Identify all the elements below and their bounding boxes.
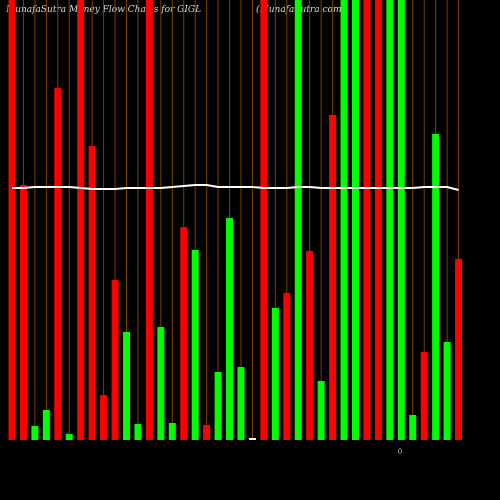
bar — [157, 327, 165, 440]
bar — [123, 332, 130, 440]
bar — [203, 425, 211, 440]
bar — [329, 115, 337, 440]
bar — [306, 251, 314, 440]
bar — [100, 395, 108, 440]
bar — [88, 146, 96, 440]
chart-title: MunafaSutra Money Flow Charts for GIGL — [5, 5, 201, 15]
bar — [317, 381, 325, 440]
bar — [340, 0, 348, 440]
bar — [248, 438, 256, 440]
bar — [54, 88, 62, 440]
bar — [226, 218, 234, 440]
bar — [214, 372, 222, 440]
bar — [352, 0, 359, 440]
bar — [42, 410, 50, 440]
bar — [420, 352, 428, 440]
bar — [271, 308, 279, 440]
bar — [455, 259, 463, 440]
bar — [8, 0, 16, 440]
bar — [443, 342, 451, 440]
bar — [397, 0, 405, 440]
bar — [386, 0, 394, 440]
bar — [363, 0, 371, 440]
bar — [237, 367, 245, 440]
bar — [260, 0, 268, 440]
bar — [134, 424, 142, 440]
bar — [432, 134, 440, 440]
bar — [294, 0, 302, 440]
bar — [191, 250, 199, 440]
bar — [180, 227, 188, 440]
bar — [283, 293, 291, 440]
bar — [374, 0, 382, 440]
bar — [168, 423, 176, 440]
bar — [145, 0, 153, 440]
bar — [409, 415, 417, 440]
bar — [31, 426, 39, 440]
bar — [77, 0, 85, 440]
line — [12, 184, 459, 191]
bar — [111, 280, 119, 440]
bar — [19, 185, 27, 440]
annotation: 0 — [398, 448, 402, 456]
bar — [65, 434, 73, 440]
